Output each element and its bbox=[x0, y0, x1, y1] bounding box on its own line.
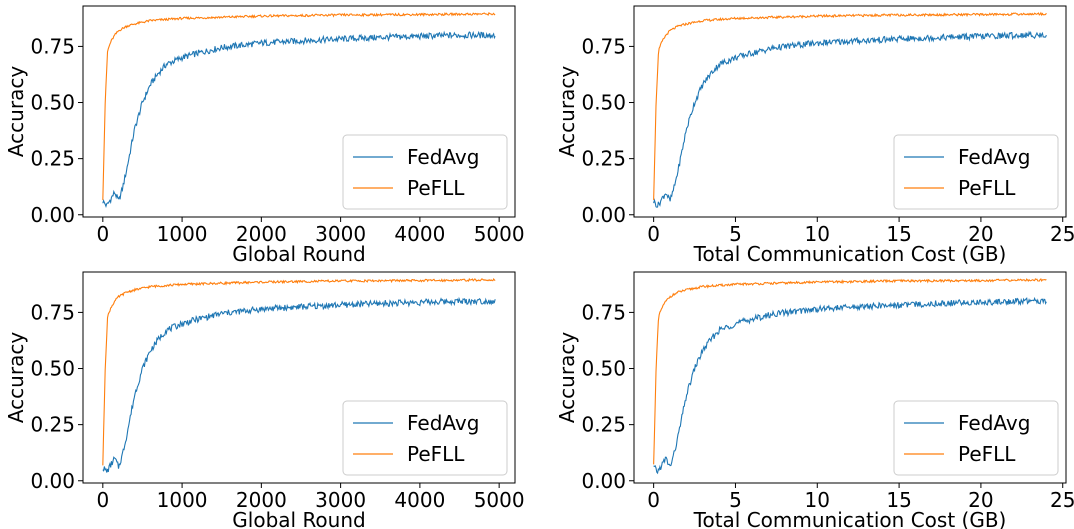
legend: FedAvg PeFLL bbox=[893, 400, 1059, 476]
y-tick-label: 0.00 bbox=[581, 203, 626, 227]
series-line-pefll bbox=[102, 277, 496, 466]
x-tick-label: 25 bbox=[1050, 488, 1074, 512]
x-tick-label: 15 bbox=[886, 488, 911, 512]
x-tick-label: 0 bbox=[96, 488, 109, 512]
y-tick-label: 0.25 bbox=[581, 147, 626, 171]
x-tick-label: 10 bbox=[805, 488, 830, 512]
series-line-fedavg bbox=[653, 296, 1047, 475]
legend: FedAvg PeFLL bbox=[342, 400, 508, 476]
legend-label-pefll: PeFLL bbox=[958, 442, 1016, 466]
y-tick-label: 0.75 bbox=[581, 300, 626, 324]
legend-label-pefll: PeFLL bbox=[958, 176, 1016, 200]
y-tick-label: 0.50 bbox=[581, 357, 626, 381]
legend: FedAvg PeFLL bbox=[893, 134, 1059, 210]
axes-frame bbox=[633, 271, 1067, 484]
series-line-pefll bbox=[653, 278, 1047, 465]
legend-label-fedavg: FedAvg bbox=[958, 411, 1030, 435]
y-tick-label: 0.50 bbox=[30, 357, 75, 381]
x-tick-label: 2000 bbox=[236, 488, 287, 512]
x-tick-label: 0 bbox=[647, 222, 660, 246]
x-axis-label: Total Communication Cost (GB) bbox=[693, 508, 1007, 529]
legend-box bbox=[893, 400, 1059, 476]
x-axis-label: Global Round bbox=[232, 508, 365, 529]
subplot-2: 0 5 10 15 20 25 0.00 0.25 0.50 0.75 Total Communic… bbox=[555, 5, 1074, 266]
axes-frame bbox=[82, 5, 516, 218]
legend: FedAvg PeFLL bbox=[342, 134, 508, 210]
subplot-4: 0 5 10 15 20 25 0.00 0.25 0.50 0.75 Total Communic… bbox=[555, 271, 1074, 529]
y-tick-label: 0.50 bbox=[30, 91, 75, 115]
legend-label-fedavg: FedAvg bbox=[407, 411, 479, 435]
x-tick-label: 5000 bbox=[474, 488, 525, 512]
series-line-fedavg bbox=[653, 30, 1047, 208]
subplot-3: 0 1000 2000 3000 4000 5000 0.00 0.25 0.50 0.75 Glo… bbox=[4, 271, 525, 529]
y-tick-label: 0.75 bbox=[581, 34, 626, 58]
x-tick-label: 1000 bbox=[157, 222, 208, 246]
x-tick-label: 5 bbox=[729, 222, 742, 246]
x-tick-label: 5000 bbox=[474, 222, 525, 246]
x-tick-label: 20 bbox=[968, 488, 993, 512]
legend-label-pefll: PeFLL bbox=[407, 442, 465, 466]
legend-box bbox=[342, 400, 508, 476]
x-tick-label: 0 bbox=[647, 488, 660, 512]
series-line-fedavg bbox=[102, 296, 496, 473]
legend-label-pefll: PeFLL bbox=[407, 176, 465, 200]
y-tick-label: 0.50 bbox=[581, 91, 626, 115]
y-axis-label: Accuracy bbox=[4, 332, 28, 423]
x-tick-label: 3000 bbox=[315, 222, 366, 246]
y-axis-label: Accuracy bbox=[4, 66, 28, 157]
legend-label-fedavg: FedAvg bbox=[407, 145, 479, 169]
x-tick-label: 4000 bbox=[394, 222, 445, 246]
y-tick-label: 0.00 bbox=[581, 469, 626, 493]
series-line-fedavg bbox=[102, 30, 496, 208]
x-tick-label: 15 bbox=[886, 222, 911, 246]
x-tick-label: 5 bbox=[729, 488, 742, 512]
series-line-pefll bbox=[102, 12, 496, 201]
series-line-pefll bbox=[653, 11, 1047, 201]
x-tick-label: 0 bbox=[96, 222, 109, 246]
x-tick-label: 2000 bbox=[236, 222, 287, 246]
x-tick-label: 10 bbox=[805, 222, 830, 246]
y-tick-label: 0.00 bbox=[30, 203, 75, 227]
y-axis-label: Accuracy bbox=[555, 332, 579, 423]
x-tick-label: 20 bbox=[968, 222, 993, 246]
y-axis-label: Accuracy bbox=[555, 66, 579, 157]
x-tick-label: 3000 bbox=[315, 488, 366, 512]
x-axis-label: Global Round bbox=[232, 242, 365, 266]
legend-box bbox=[342, 134, 508, 210]
x-tick-label: 1000 bbox=[157, 488, 208, 512]
legend-box bbox=[893, 134, 1059, 210]
y-tick-label: 0.00 bbox=[30, 469, 75, 493]
legend-label-fedavg: FedAvg bbox=[958, 145, 1030, 169]
y-tick-label: 0.25 bbox=[30, 147, 75, 171]
y-tick-label: 0.75 bbox=[30, 300, 75, 324]
axes-frame bbox=[82, 271, 516, 484]
x-axis-label: Total Communication Cost (GB) bbox=[693, 242, 1007, 266]
axes-frame bbox=[633, 5, 1067, 218]
y-tick-label: 0.75 bbox=[30, 34, 75, 58]
subplot-1: 0 1000 2000 3000 4000 5000 0.00 0.25 0.50 0.75 Glo… bbox=[4, 5, 525, 266]
y-tick-label: 0.25 bbox=[30, 413, 75, 437]
y-tick-label: 0.25 bbox=[581, 413, 626, 437]
x-tick-label: 4000 bbox=[394, 488, 445, 512]
x-tick-label: 25 bbox=[1050, 222, 1074, 246]
